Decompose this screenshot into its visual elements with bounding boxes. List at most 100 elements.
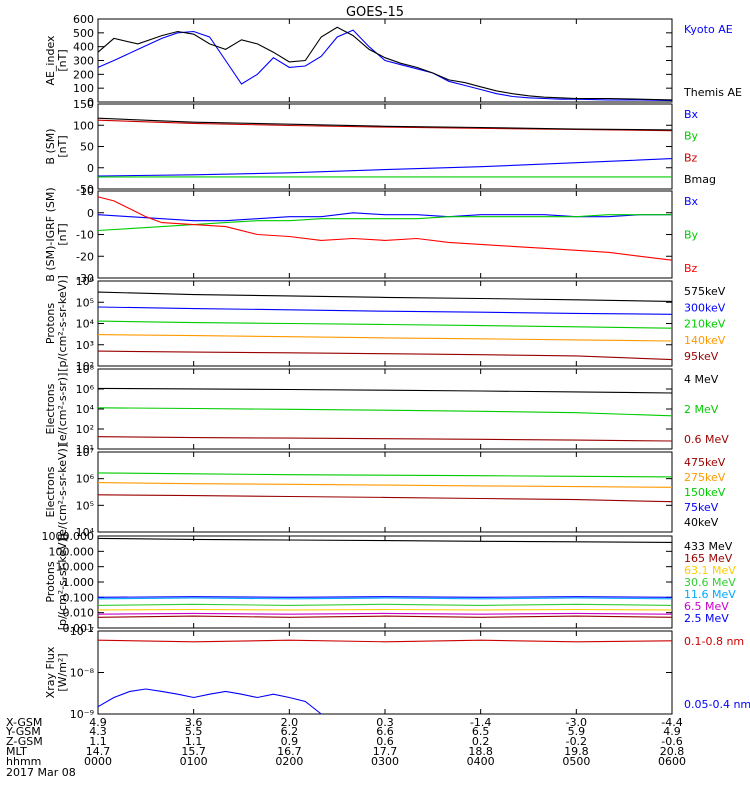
series-line <box>97 158 673 177</box>
y-tick-label: 0 <box>87 162 94 175</box>
y-tick-label: 0.010 <box>63 607 95 620</box>
series-line <box>97 387 673 394</box>
y-tick-label: 10⁵ <box>76 499 94 512</box>
legend-entry: 63.1 MeV <box>684 564 736 577</box>
panel-3: 10 0 -10 -20 -30 B (SM)-IGRF (SM) [nT] Bx By Bz <box>44 185 699 285</box>
y-tick-label: 400 <box>73 41 94 54</box>
series-line <box>97 350 673 361</box>
series-line <box>97 334 673 342</box>
legend-entry: 2 MeV <box>684 403 719 416</box>
legend-entry: 475keV <box>684 456 726 469</box>
series-line <box>97 26 673 101</box>
y-axis-label: Xray Flux <box>44 646 57 698</box>
panel-frame <box>97 535 673 629</box>
legend-entry: By <box>684 130 699 143</box>
x-tick-label: 0300 <box>371 755 399 768</box>
y-tick-label: 10 <box>80 185 94 198</box>
y-tick-label: 10⁻⁷ <box>70 625 94 638</box>
legend-entry: 40keV <box>684 516 719 529</box>
x-tick-label: -1.4 <box>470 716 491 729</box>
x-tick-label: 0200 <box>275 755 303 768</box>
y-axis-label: [p/(cm²-s-sr-keV)] <box>56 534 69 631</box>
x-tick-label: 0600 <box>658 755 686 768</box>
legend-entry: Bx <box>684 195 699 208</box>
y-tick-label: -10 <box>76 229 94 242</box>
legend-entry: 0.1-0.8 nm <box>684 635 744 648</box>
legend-entry: By <box>684 229 699 242</box>
y-tick-label: 600 <box>73 13 94 26</box>
y-tick-label: 0.100 <box>63 591 95 604</box>
y-axis-label: [e/(cm²-s-sr-keV)] <box>56 444 69 540</box>
y-tick-label: 10⁻⁸ <box>70 667 95 680</box>
y-tick-label: 10⁵ <box>76 296 94 309</box>
y-tick-label: 10⁴ <box>76 403 95 416</box>
series-line <box>97 494 673 503</box>
y-axis-label: B (SM) <box>44 128 57 164</box>
legend-entry: 0.6 MeV <box>684 433 729 446</box>
y-tick-label: 0 <box>87 207 94 220</box>
y-tick-label: 0 <box>87 96 94 109</box>
y-tick-label: 300 <box>73 55 94 68</box>
legend-entry: 300keV <box>684 301 726 314</box>
y-axis-label: B (SM)-IGRF (SM) <box>44 187 57 281</box>
x-tick-label: 0.9 <box>281 735 299 748</box>
x-axis-row-label: Y-GSM <box>5 725 41 738</box>
x-tick-label: 0.3 <box>376 716 394 729</box>
legend-entry: 75keV <box>684 501 719 514</box>
y-tick-label: 10⁴ <box>76 318 95 331</box>
x-tick-label: 14.7 <box>86 745 111 758</box>
y-axis-label: [nT] <box>56 135 69 157</box>
panel-frame <box>97 630 673 715</box>
x-tick-label: 3.6 <box>185 716 203 729</box>
x-tick-label: 15.7 <box>181 745 206 758</box>
legend-entry: 4 MeV <box>684 373 719 386</box>
y-tick-label: 500 <box>73 27 94 40</box>
series-line <box>97 212 672 222</box>
x-tick-label: 4.9 <box>89 716 107 729</box>
series-line <box>97 472 673 478</box>
legend-entry: Bz <box>684 151 698 164</box>
y-tick-label: 0.001 <box>63 622 95 635</box>
legend-entry: 150keV <box>684 486 726 499</box>
y-axis-label: [nT] <box>56 223 69 245</box>
y-tick-label: 10.000 <box>56 561 95 574</box>
x-tick-label: 5.9 <box>568 725 586 738</box>
series-line <box>97 608 673 611</box>
x-tick-label: 0400 <box>467 755 495 768</box>
series-line <box>97 597 673 600</box>
panel-frame <box>97 190 673 279</box>
x-tick-label: 0.6 <box>376 735 394 748</box>
x-tick-label: 1.1 <box>185 735 203 748</box>
legend-entry: Kyoto AE <box>684 23 733 36</box>
y-axis-label: Electrons <box>44 466 57 517</box>
y-tick-label: 10⁸ <box>76 363 95 376</box>
y-tick-label: 150 <box>73 98 94 111</box>
y-tick-label: 10⁻⁹ <box>70 708 94 721</box>
series-line <box>97 596 673 598</box>
y-tick-label: 1.000 <box>63 576 95 589</box>
date-label: 2017 Mar 08 <box>6 766 76 779</box>
plot-title: GOES-15 <box>346 5 404 20</box>
y-axis-label: Protons <box>44 303 57 344</box>
x-tick-label: 16.7 <box>277 745 302 758</box>
y-axis-label: [nT] <box>56 49 69 71</box>
x-tick-label: 4.9 <box>663 725 681 738</box>
series-line <box>97 29 673 102</box>
series-line <box>97 117 673 131</box>
legend-entry: Bx <box>684 108 699 121</box>
x-axis-row-label: MLT <box>6 745 27 758</box>
y-tick-label: 100 <box>73 82 94 95</box>
x-axis-row-label: X-GSM <box>6 716 42 729</box>
x-tick-label: 17.7 <box>373 745 398 758</box>
series-line <box>97 537 673 543</box>
legend-entry: 140keV <box>684 334 726 347</box>
x-tick-label: 20.8 <box>660 745 685 758</box>
legend-entry: 275keV <box>684 471 726 484</box>
legend-entry: 210keV <box>684 318 726 331</box>
panel-5: 10⁸ 10⁶ 10⁴ 10² 10¹ Electrons [e/(cm²-s-sr)] 4 … <box>44 363 729 456</box>
x-tick-label: -0.2 <box>566 735 587 748</box>
legend-entry: 95keV <box>684 350 719 363</box>
x-tick-label: 0.2 <box>472 735 490 748</box>
